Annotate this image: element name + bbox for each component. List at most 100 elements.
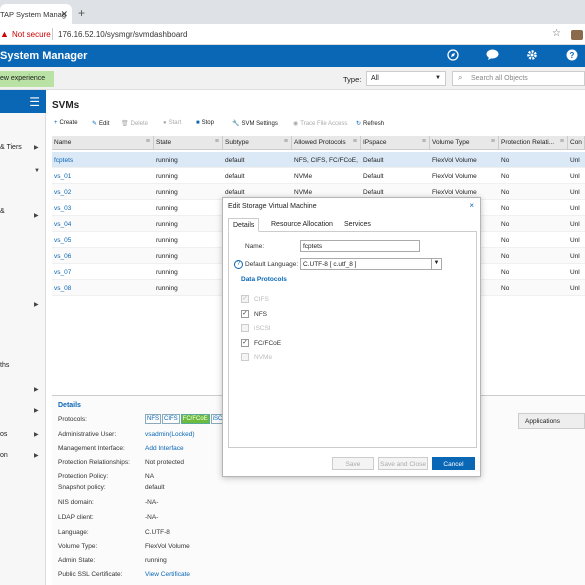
cell-name[interactable]: vs_08 — [54, 285, 72, 292]
stop-icon: ■ — [196, 120, 200, 126]
protection-relationships-label: Protection Relationships: — [58, 459, 130, 466]
pencil-icon: ✎ — [92, 121, 98, 127]
column-header-con[interactable]: Con — [568, 136, 585, 150]
column-header-ipspace[interactable]: IPspace ≡ — [361, 136, 430, 150]
column-header-label: Protection Relati... — [501, 139, 555, 146]
name-input[interactable]: fcptets — [300, 240, 420, 252]
table-row[interactable]: vs_01 running default NVMe Default FlexV… — [52, 168, 585, 184]
column-header-label: Volume Type — [432, 139, 470, 146]
stop-button[interactable]: ■ Stop — [196, 120, 214, 126]
cell-name[interactable]: vs_01 — [54, 173, 72, 180]
close-icon[interactable]: ✕ — [60, 9, 68, 19]
cell-state: running — [156, 237, 178, 244]
extension-icon[interactable] — [571, 30, 583, 40]
help-icon[interactable]: ? — [566, 49, 578, 64]
new-experience-button[interactable]: ew experience — [0, 71, 54, 87]
details-title[interactable]: Details — [58, 402, 81, 409]
trace-file-access-button[interactable]: ◉ Trace File Access — [293, 120, 347, 127]
new-tab-button[interactable]: + — [78, 6, 86, 20]
column-header-protection[interactable]: Protection Relati... ≡ — [499, 136, 568, 150]
chat-icon[interactable] — [486, 49, 499, 64]
cell-con: Unl — [570, 221, 580, 228]
cell-protection: No — [501, 253, 510, 260]
applications-column-header[interactable]: Applications — [518, 413, 585, 429]
filter-icon[interactable]: ≡ — [421, 138, 426, 145]
save-button[interactable]: Save — [332, 457, 374, 470]
browser-tab[interactable]: TAP System Manag ✕ — [0, 4, 72, 24]
nfs-checkbox[interactable]: ✓ — [241, 310, 249, 318]
sidebar-item-tiers[interactable]: & Tiers — [0, 144, 22, 151]
filter-icon[interactable]: ≡ — [490, 138, 495, 145]
name-label: Name: — [245, 243, 265, 250]
warning-icon: ▲ — [0, 29, 9, 39]
cell-name[interactable]: fcptets — [54, 157, 74, 164]
sidebar-item-os[interactable]: os — [0, 431, 8, 438]
table-row[interactable]: fcptets running default NFS, CIFS, FC/FC… — [52, 152, 585, 168]
type-select[interactable]: All ▼ — [366, 71, 446, 86]
column-header-label: IPspace — [363, 139, 387, 146]
protection-policy-label: Protection Policy: — [58, 473, 109, 480]
cell-name[interactable]: vs_06 — [54, 253, 72, 260]
admin-user-link[interactable]: vsadmin(Locked) — [145, 431, 195, 438]
sidebar-item-on[interactable]: on — [0, 452, 8, 459]
cell-protection: No — [501, 269, 510, 276]
filter-icon[interactable]: ≡ — [559, 138, 564, 145]
svm-settings-button[interactable]: 🔧 SVM Settings — [232, 120, 278, 127]
refresh-button-label: Refresh — [363, 121, 385, 127]
fcfcoe-checkbox[interactable]: ✓ — [241, 339, 249, 347]
iscsi-checkbox[interactable] — [241, 324, 249, 332]
edit-button-label: Edit — [99, 121, 110, 127]
column-header-subtype[interactable]: Subtype ≡ — [223, 136, 292, 150]
address-bar[interactable]: ▲ Not secure 176.16.52.10/sysmgr/svmdash… — [0, 24, 585, 45]
save-and-close-button[interactable]: Save and Close — [378, 457, 428, 470]
column-header-name[interactable]: Name ≡ — [52, 136, 154, 150]
tab-resource-allocation[interactable]: Resource Allocation — [271, 221, 333, 228]
compass-icon[interactable] — [447, 49, 459, 64]
column-header-state[interactable]: State ≡ — [154, 136, 223, 150]
language-value: C.UTF-8 — [145, 529, 170, 536]
filter-icon[interactable]: ≡ — [283, 138, 288, 145]
not-secure-label[interactable]: Not secure — [12, 30, 51, 39]
management-interface-label: Management Interface: — [58, 445, 125, 452]
hamburger-menu-icon[interactable]: ☰ — [29, 95, 40, 109]
edit-button[interactable]: ✎ Edit — [92, 120, 109, 127]
gear-icon[interactable] — [526, 49, 538, 64]
admin-state-value: running — [145, 557, 167, 564]
cell-name[interactable]: vs_02 — [54, 189, 72, 196]
column-header-protocols[interactable]: Allowed Protocols ≡ — [292, 136, 361, 150]
search-input[interactable]: ⌕ Search all Objects — [452, 71, 585, 86]
start-button[interactable]: ● Start — [163, 120, 181, 126]
delete-button[interactable]: 🗑 Delete — [121, 120, 148, 127]
cell-state: running — [156, 205, 178, 212]
help-icon[interactable]: ? — [234, 260, 243, 269]
filter-icon[interactable]: ≡ — [145, 138, 150, 145]
cancel-button[interactable]: Cancel — [432, 457, 475, 470]
sidebar-item-paths[interactable]: ths — [0, 362, 10, 369]
bookmark-star-icon[interactable]: ☆ — [552, 28, 561, 39]
column-header-label: Con — [570, 139, 582, 146]
default-language-label: Default Language: — [245, 261, 299, 268]
url-text[interactable]: 176.16.52.10/sysmgr/svmdashboard — [58, 30, 188, 39]
cell-protection: No — [501, 285, 510, 292]
default-language-select[interactable]: C.UTF-8 [ c.utf_8 ] ▼ — [300, 258, 442, 270]
nvme-checkbox[interactable] — [241, 353, 249, 361]
tab-details[interactable]: Details — [228, 218, 260, 232]
add-interface-link[interactable]: Add Interface — [145, 445, 184, 452]
cell-name[interactable]: vs_04 — [54, 221, 72, 228]
column-header-volume-type[interactable]: Volume Type ≡ — [430, 136, 499, 150]
filter-icon[interactable]: ≡ — [214, 138, 219, 145]
cell-name[interactable]: vs_07 — [54, 269, 72, 276]
close-icon[interactable]: × — [469, 201, 474, 210]
view-certificate-link[interactable]: View Certificate — [145, 571, 191, 578]
filter-icon[interactable]: ≡ — [352, 138, 357, 145]
sidebar-item-storage[interactable]: & — [0, 208, 5, 215]
tab-services[interactable]: Services — [344, 221, 371, 228]
cell-name[interactable]: vs_03 — [54, 205, 72, 212]
cell-name[interactable]: vs_05 — [54, 237, 72, 244]
cifs-checkbox[interactable]: ✓ — [241, 295, 249, 303]
cell-volume-type: FlexVol Volume — [432, 173, 477, 180]
cell-state: running — [156, 189, 178, 196]
refresh-button[interactable]: ↻ Refresh — [356, 120, 384, 127]
create-button[interactable]: + Create — [54, 120, 78, 126]
cell-state: running — [156, 285, 178, 292]
